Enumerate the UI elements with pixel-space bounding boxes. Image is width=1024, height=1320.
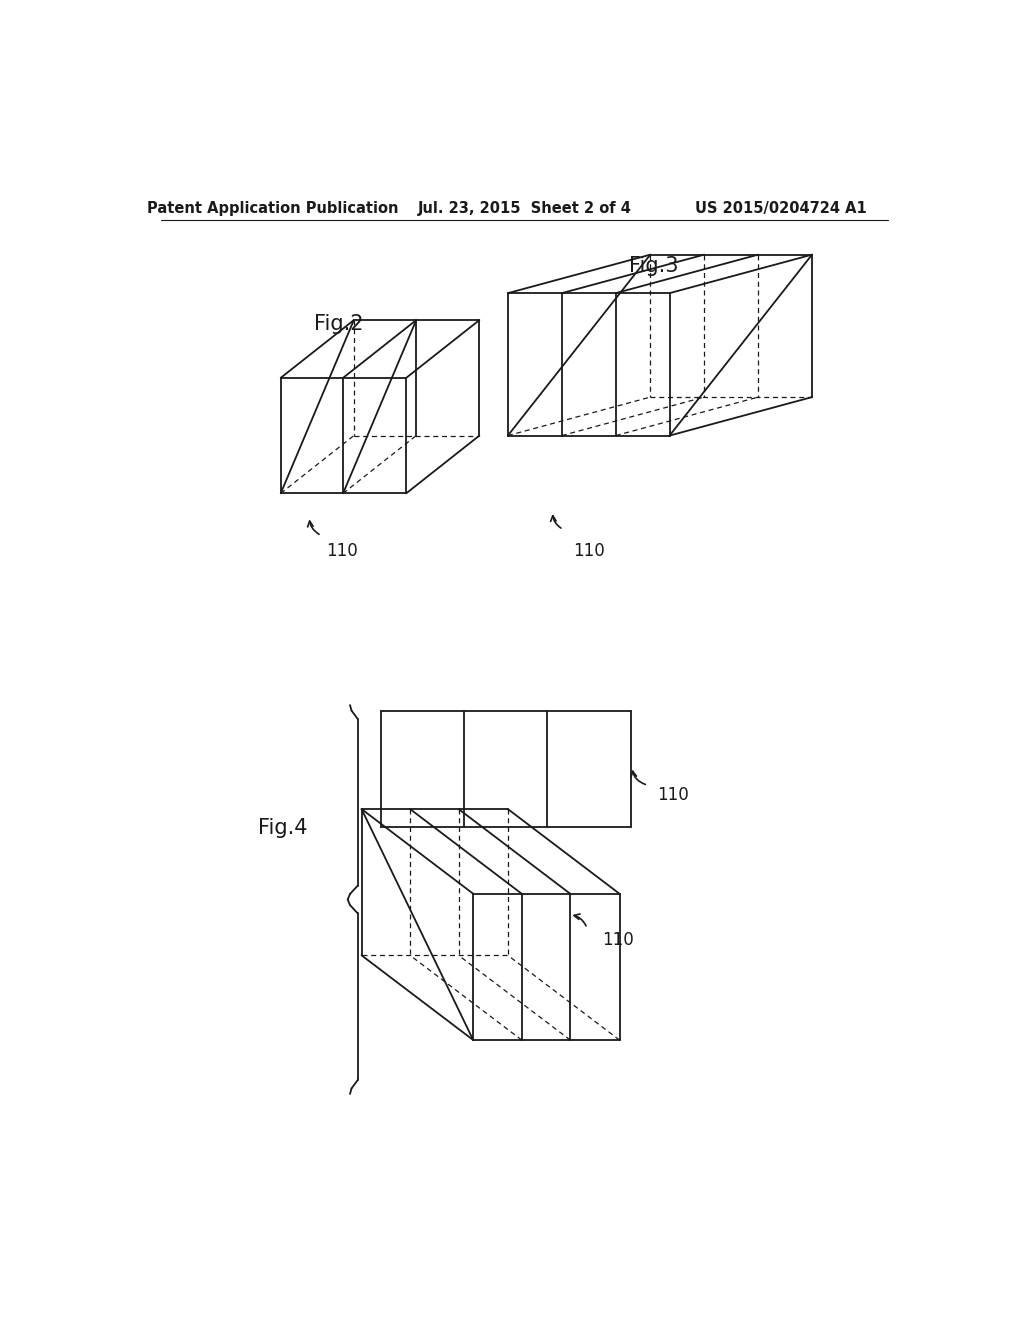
Text: Fig.4: Fig.4 [258, 818, 307, 838]
Text: Fig.2: Fig.2 [313, 314, 364, 334]
Text: US 2015/0204724 A1: US 2015/0204724 A1 [695, 201, 867, 216]
Text: 110: 110 [572, 543, 604, 560]
Text: 110: 110 [327, 543, 358, 560]
Text: Patent Application Publication: Patent Application Publication [147, 201, 398, 216]
Text: Fig.3: Fig.3 [630, 256, 679, 276]
Text: 110: 110 [657, 787, 689, 804]
Text: Jul. 23, 2015  Sheet 2 of 4: Jul. 23, 2015 Sheet 2 of 4 [418, 201, 632, 216]
Text: 110: 110 [602, 931, 634, 949]
